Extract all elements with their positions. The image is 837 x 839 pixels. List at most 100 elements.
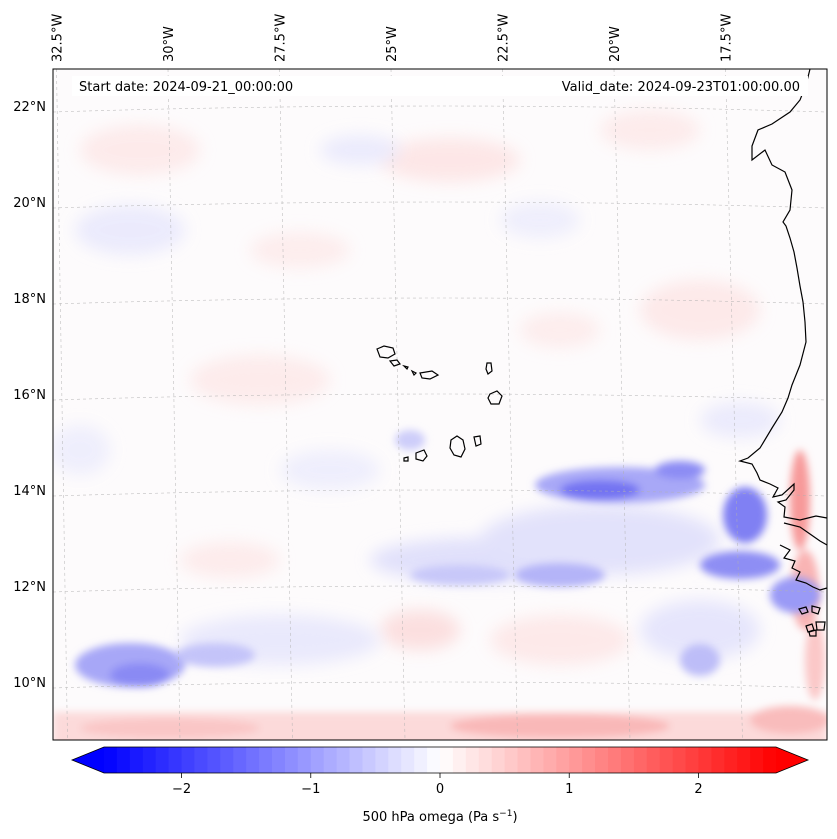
island-sao-vicente — [388, 359, 401, 367]
colorbar-cell — [452, 747, 467, 773]
colorbar-tick-label: −1 — [301, 782, 320, 797]
longitude-tick-label: 27.5°W — [274, 14, 289, 62]
colorbar-cell — [737, 747, 751, 773]
latitude-tick-label: 14°N — [13, 484, 46, 499]
colorbar-cell — [608, 747, 622, 773]
colorbar-label: 500 hPa omega (Pa s−1) — [362, 809, 517, 825]
map-frame — [52, 68, 828, 741]
longitude-tick-label: 22.5°W — [497, 14, 512, 62]
colorbar-cell — [530, 747, 544, 773]
latitude-tick-label: 10°N — [13, 676, 46, 691]
colorbar-cell — [491, 747, 506, 773]
colorbar-cell — [556, 747, 570, 773]
bijagos-island-5 — [808, 629, 817, 637]
colorbar-cell — [698, 747, 712, 773]
colorbar-cell — [646, 747, 661, 773]
island-sal — [485, 362, 493, 375]
colorbar-cell — [672, 747, 687, 773]
colorbar-cell — [427, 747, 441, 773]
island-boa-vista — [487, 390, 503, 405]
latitude-tick-label: 18°N — [13, 292, 46, 307]
african-coast — [737, 68, 828, 521]
colorbar-tick-label: 2 — [694, 782, 702, 797]
bijagos-island-1 — [798, 606, 809, 615]
latitude-tick-label: 12°N — [13, 580, 46, 595]
guinea-bissau-coast — [779, 544, 828, 591]
colorbar-cell — [336, 747, 351, 773]
colorbar-cell — [168, 747, 183, 773]
coastline — [376, 68, 828, 637]
colorbar-cell — [323, 747, 338, 773]
island-fogo — [415, 449, 428, 462]
bijagos-island-4 — [815, 621, 826, 631]
island-islet — [410, 369, 418, 377]
colorbar-cell — [310, 747, 325, 773]
island-santa-luzia — [402, 364, 409, 371]
latitude-tick-label: 20°N — [13, 196, 46, 211]
colorbar-cell — [401, 747, 415, 773]
colorbar-cell — [763, 747, 777, 773]
colorbar-cell — [194, 747, 208, 773]
colorbar-cell — [440, 747, 454, 773]
bijagos-island-2 — [811, 605, 821, 615]
colorbar-cell — [272, 747, 286, 773]
colorbar-cell — [349, 747, 363, 773]
colorbar-cell — [259, 747, 273, 773]
longitude-tick-label: 30°W — [162, 26, 177, 62]
colorbar-outline — [70, 746, 810, 774]
parallel-line — [52, 297, 828, 305]
colorbar-cell — [633, 747, 648, 773]
valid-date: Valid_date: 2024-09-23T01:00:00.00 — [562, 80, 800, 95]
colorbar-cell — [142, 747, 157, 773]
colorbar-cell — [375, 747, 389, 773]
meridian-line — [390, 68, 406, 741]
meridian-line — [613, 68, 631, 741]
start-date: Start date: 2024-09-21_00:00:00 — [79, 80, 293, 95]
colorbar-cell — [569, 747, 583, 773]
longitude-tick-label: 20°W — [608, 26, 623, 62]
colorbar-cell — [504, 747, 519, 773]
parallel-line — [52, 201, 828, 209]
meridian-line — [167, 68, 181, 741]
colorbar-cell — [659, 747, 674, 773]
colorbar-cell — [465, 747, 480, 773]
island-brava — [403, 456, 409, 462]
colorbar: −2 −1 0 1 2 500 hPa omega (Pa s−1) — [70, 746, 810, 825]
colorbar-cell — [297, 747, 312, 773]
latitude-tick-label: 22°N — [13, 100, 46, 115]
colorbar-cell — [414, 747, 428, 773]
map-panel: Start date: 2024-09-21_00:00:00 Valid_da… — [52, 68, 828, 741]
colorbar-cell — [116, 747, 131, 773]
colorbar-cell — [181, 747, 195, 773]
colorbar-cell — [724, 747, 738, 773]
meridian-line — [279, 68, 293, 741]
parallel-line — [52, 393, 828, 401]
colorbar-cell — [284, 747, 299, 773]
longitude-tick-label: 17.5°W — [720, 14, 735, 62]
colorbar-cell — [543, 747, 557, 773]
colorbar-cell — [478, 747, 493, 773]
longitude-tick-label: 32.5°W — [51, 14, 66, 62]
island-sao-nicolau — [419, 370, 440, 380]
meridian-line — [502, 68, 518, 741]
colorbar-cell — [711, 747, 725, 773]
island-maio — [473, 435, 482, 447]
island-santo-antao — [376, 345, 396, 359]
colorbar-cell — [750, 747, 764, 773]
graticule — [52, 68, 828, 741]
colorbar-max-extend — [776, 747, 808, 773]
colorbar-tick-label: 0 — [436, 782, 444, 797]
colorbar-cell — [233, 747, 247, 773]
meridian-line — [56, 68, 68, 741]
colorbar-cell — [620, 747, 635, 773]
colorbar-min-extend — [72, 747, 104, 773]
parallel-line — [52, 681, 828, 689]
parallel-line — [52, 105, 828, 113]
island-santiago — [449, 435, 466, 458]
omega-field — [53, 110, 827, 740]
colorbar-tick-label: −2 — [172, 782, 191, 797]
parallel-line — [52, 489, 828, 497]
colorbar-cell — [220, 747, 234, 773]
colorbar-tick-label: 1 — [565, 782, 573, 797]
